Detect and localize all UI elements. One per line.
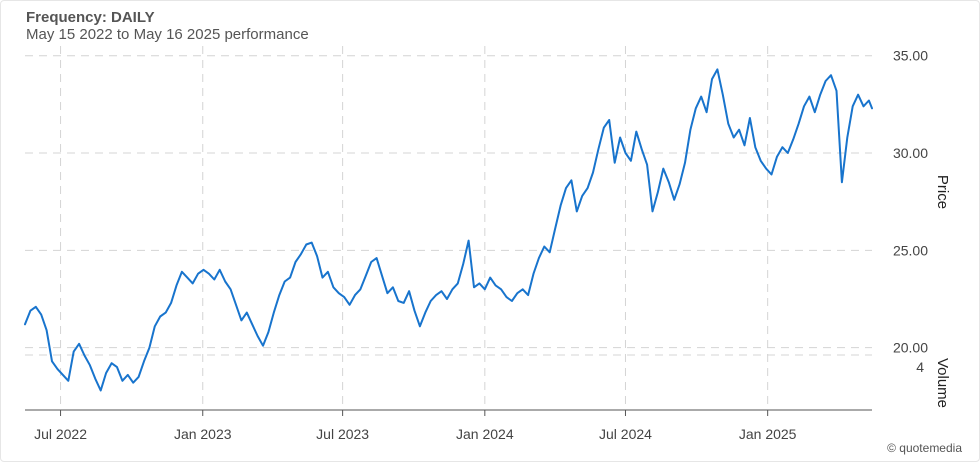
axes: 20.00 25.00 30.00 35.00 Jul 2022 Jan 2023 Jul … [25, 48, 928, 442]
x-tick-label: Jul 2022 [34, 426, 87, 442]
quotemedia-credit: © quotemedia [887, 441, 962, 455]
chart-title: Frequency: DAILY [26, 9, 155, 26]
volume-axis-label: Volume [934, 358, 951, 408]
y-tick-label: 20.00 [893, 340, 928, 356]
x-tick-label: Jan 2025 [739, 426, 797, 442]
y-tick-label: 35.00 [893, 48, 928, 64]
grid-lines [25, 46, 872, 410]
y-tick-label: 25.00 [893, 242, 928, 258]
x-tick-label: Jul 2024 [599, 426, 652, 442]
x-tick-label: Jan 2024 [456, 426, 514, 442]
x-tick-label: Jul 2023 [316, 426, 369, 442]
y-axis-label: Price [934, 175, 951, 209]
volume-tick-label: 4 [916, 359, 924, 375]
chart-subtitle: May 15 2022 to May 16 2025 performance [26, 26, 309, 43]
x-tick-label: Jan 2023 [174, 426, 232, 442]
price-line [24, 68, 873, 392]
price-series [24, 68, 873, 392]
y-tick-label: 30.00 [893, 145, 928, 161]
